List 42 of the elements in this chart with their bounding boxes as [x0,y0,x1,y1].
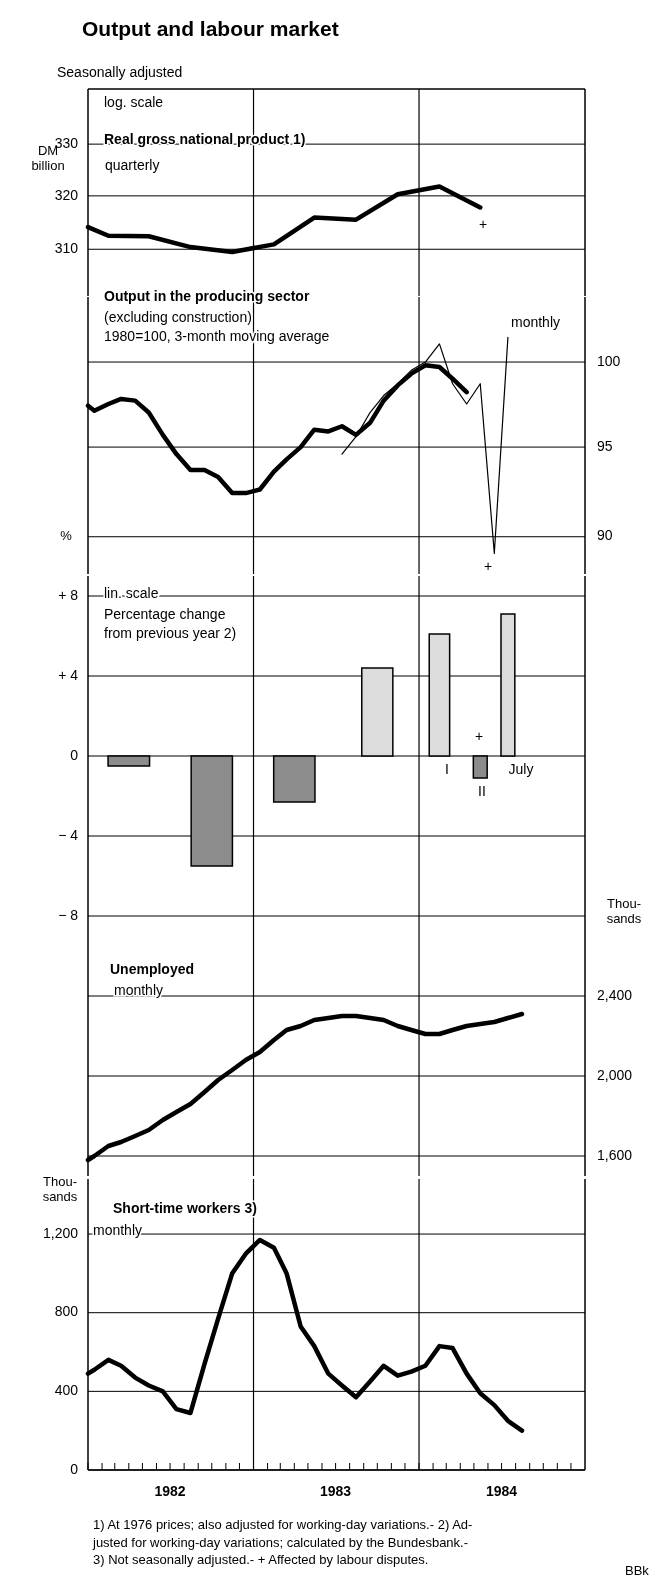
annotation: + [483,557,493,574]
y2-tick-label: 100 [597,352,621,369]
y-tick-label: 0 [70,1460,79,1477]
annotation: July [508,760,534,777]
annotation: I [445,760,449,777]
x-tick-label: 1983 [320,1482,352,1499]
annotation: + [478,215,488,232]
annotation: Output in the producing sector [104,287,310,304]
text: BBk [625,1563,650,1579]
y-tick-label: − 4 [58,826,79,843]
annotation: log. scale [104,93,164,110]
annotation: monthly [114,981,164,998]
y-axis-title: % [60,528,73,544]
y-tick-label: 800 [54,1303,79,1320]
series-label: monthly [511,313,561,330]
annotation: monthly [93,1221,143,1238]
x-tick-label: 1984 [485,1482,518,1499]
text: Unemployed [110,960,195,977]
x-tick-label: 1982 [154,1482,186,1499]
y2-tick-label: 2,400 [597,986,633,1003]
y-tick-label: + 4 [58,666,79,683]
y-tick-label: 400 [54,1382,79,1399]
y2-axis-title: Thou- sands [606,896,642,927]
y2-tick-label: 95 [597,437,613,454]
text: 1) At 1976 prices; also adjusted for working-day variations.- 2) Ad- justed for working-day variations; calculated by the Bundesbank.- 3) Not seasonally adjusted.- + Affected by labour disputes. [92,1517,473,1568]
y2-tick-label: 90 [597,527,613,544]
y2-tick-label: 2,000 [597,1066,633,1083]
y-tick-label: 0 [70,746,79,763]
chart-subtitle: Seasonally adjusted [57,64,183,80]
y-tick-label: 1,200 [42,1224,79,1241]
y-tick-label: 310 [54,239,79,256]
y-tick-label: − 8 [58,906,79,923]
annotation: + [474,727,484,744]
y-axis-title: Thou- sands [42,1174,78,1205]
y2-tick-label: 1,600 [597,1146,633,1163]
annotation: Percentage change from previous year 2) [104,605,237,641]
annotation: lin. scale [104,584,159,601]
y-tick-label: + 8 [58,586,79,603]
annotation: II [478,782,486,799]
y-tick-label: 320 [54,186,79,203]
annotation: quarterly [105,156,160,173]
chart-title: Output and labour market [82,17,339,40]
